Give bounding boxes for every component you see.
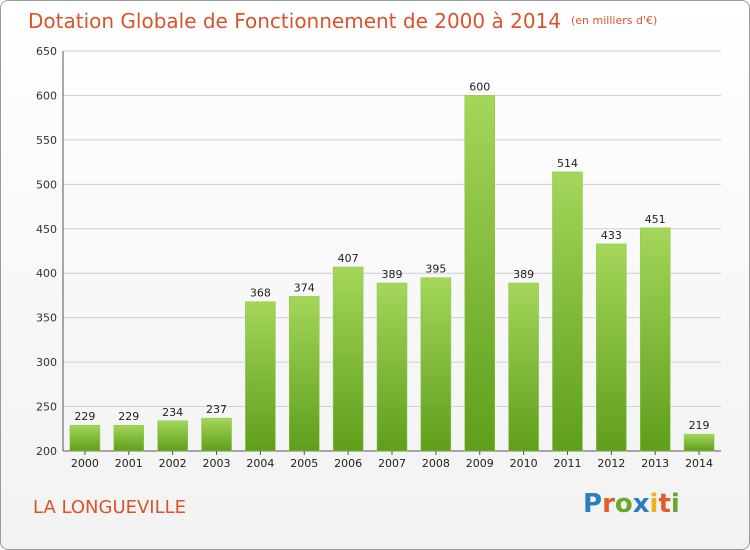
x-tick-label-2008: 2008: [422, 457, 450, 470]
x-tick-label-2007: 2007: [378, 457, 406, 470]
bar-2005: [289, 296, 320, 452]
x-tick-label-2009: 2009: [466, 457, 494, 470]
bar-2000: [69, 424, 101, 452]
data-label-2009: 600: [469, 80, 490, 93]
bar-2011: [552, 171, 583, 452]
x-tick-label-2002: 2002: [159, 457, 187, 470]
chart-title: Dotation Globale de Fonctionnement de 20…: [28, 9, 657, 33]
bar-2013: [639, 227, 671, 452]
y-tick-label: 400: [36, 267, 57, 280]
x-tick-label-2005: 2005: [290, 457, 318, 470]
data-label-2012: 433: [601, 229, 622, 242]
data-label-2006: 407: [338, 252, 359, 265]
x-tick-label-2014: 2014: [685, 457, 713, 470]
data-label-2010: 389: [513, 268, 534, 281]
bar-2002: [157, 420, 188, 452]
data-label-2008: 395: [425, 263, 446, 276]
y-tick-label: 450: [36, 223, 57, 236]
data-label-2003: 237: [206, 403, 227, 416]
x-tick-label-2004: 2004: [246, 457, 274, 470]
bar-2006: [332, 266, 364, 452]
x-tick-label-2001: 2001: [115, 457, 143, 470]
x-tick-label-2003: 2003: [203, 457, 231, 470]
bar-2003: [201, 417, 232, 452]
data-label-2000: 229: [74, 410, 95, 423]
y-tick-label: 350: [36, 312, 57, 325]
x-tick-label-2010: 2010: [510, 457, 538, 470]
y-tick-label: 650: [36, 45, 57, 58]
y-tick-label: 600: [36, 89, 57, 102]
bar-2008: [420, 277, 452, 452]
data-label-2002: 234: [162, 406, 183, 419]
data-label-2001: 229: [118, 410, 139, 423]
x-tick-label-2000: 2000: [71, 457, 99, 470]
chart-unit: (en milliers d'€): [571, 14, 658, 27]
bar-2012: [596, 243, 627, 452]
bar-2009: [464, 95, 495, 452]
x-tick-label-2012: 2012: [597, 457, 625, 470]
data-label-2014: 219: [689, 419, 710, 432]
bar-2010: [508, 282, 539, 452]
bar-2014: [683, 433, 715, 452]
data-label-2004: 368: [250, 287, 271, 300]
y-tick-label: 200: [36, 445, 57, 458]
data-label-2011: 514: [557, 157, 578, 170]
bar-2007: [376, 282, 408, 452]
x-tick-label-2011: 2011: [553, 457, 581, 470]
x-tick-label-2013: 2013: [641, 457, 669, 470]
data-label-2007: 389: [382, 268, 403, 281]
bar-2001: [113, 424, 145, 452]
chart-title-text: Dotation Globale de Fonctionnement de 20…: [28, 9, 561, 33]
commune-name: LA LONGUEVILLE: [33, 497, 187, 518]
x-tick-label-2006: 2006: [334, 457, 362, 470]
y-tick-label: 250: [36, 401, 57, 414]
y-tick-label: 500: [36, 178, 57, 191]
proxiti-logo: Proxiti: [583, 489, 680, 519]
data-label-2013: 451: [645, 213, 666, 226]
y-tick-label: 300: [36, 356, 57, 369]
bar-2004: [245, 301, 276, 452]
data-label-2005: 374: [294, 281, 315, 294]
y-tick-label: 550: [36, 134, 57, 147]
